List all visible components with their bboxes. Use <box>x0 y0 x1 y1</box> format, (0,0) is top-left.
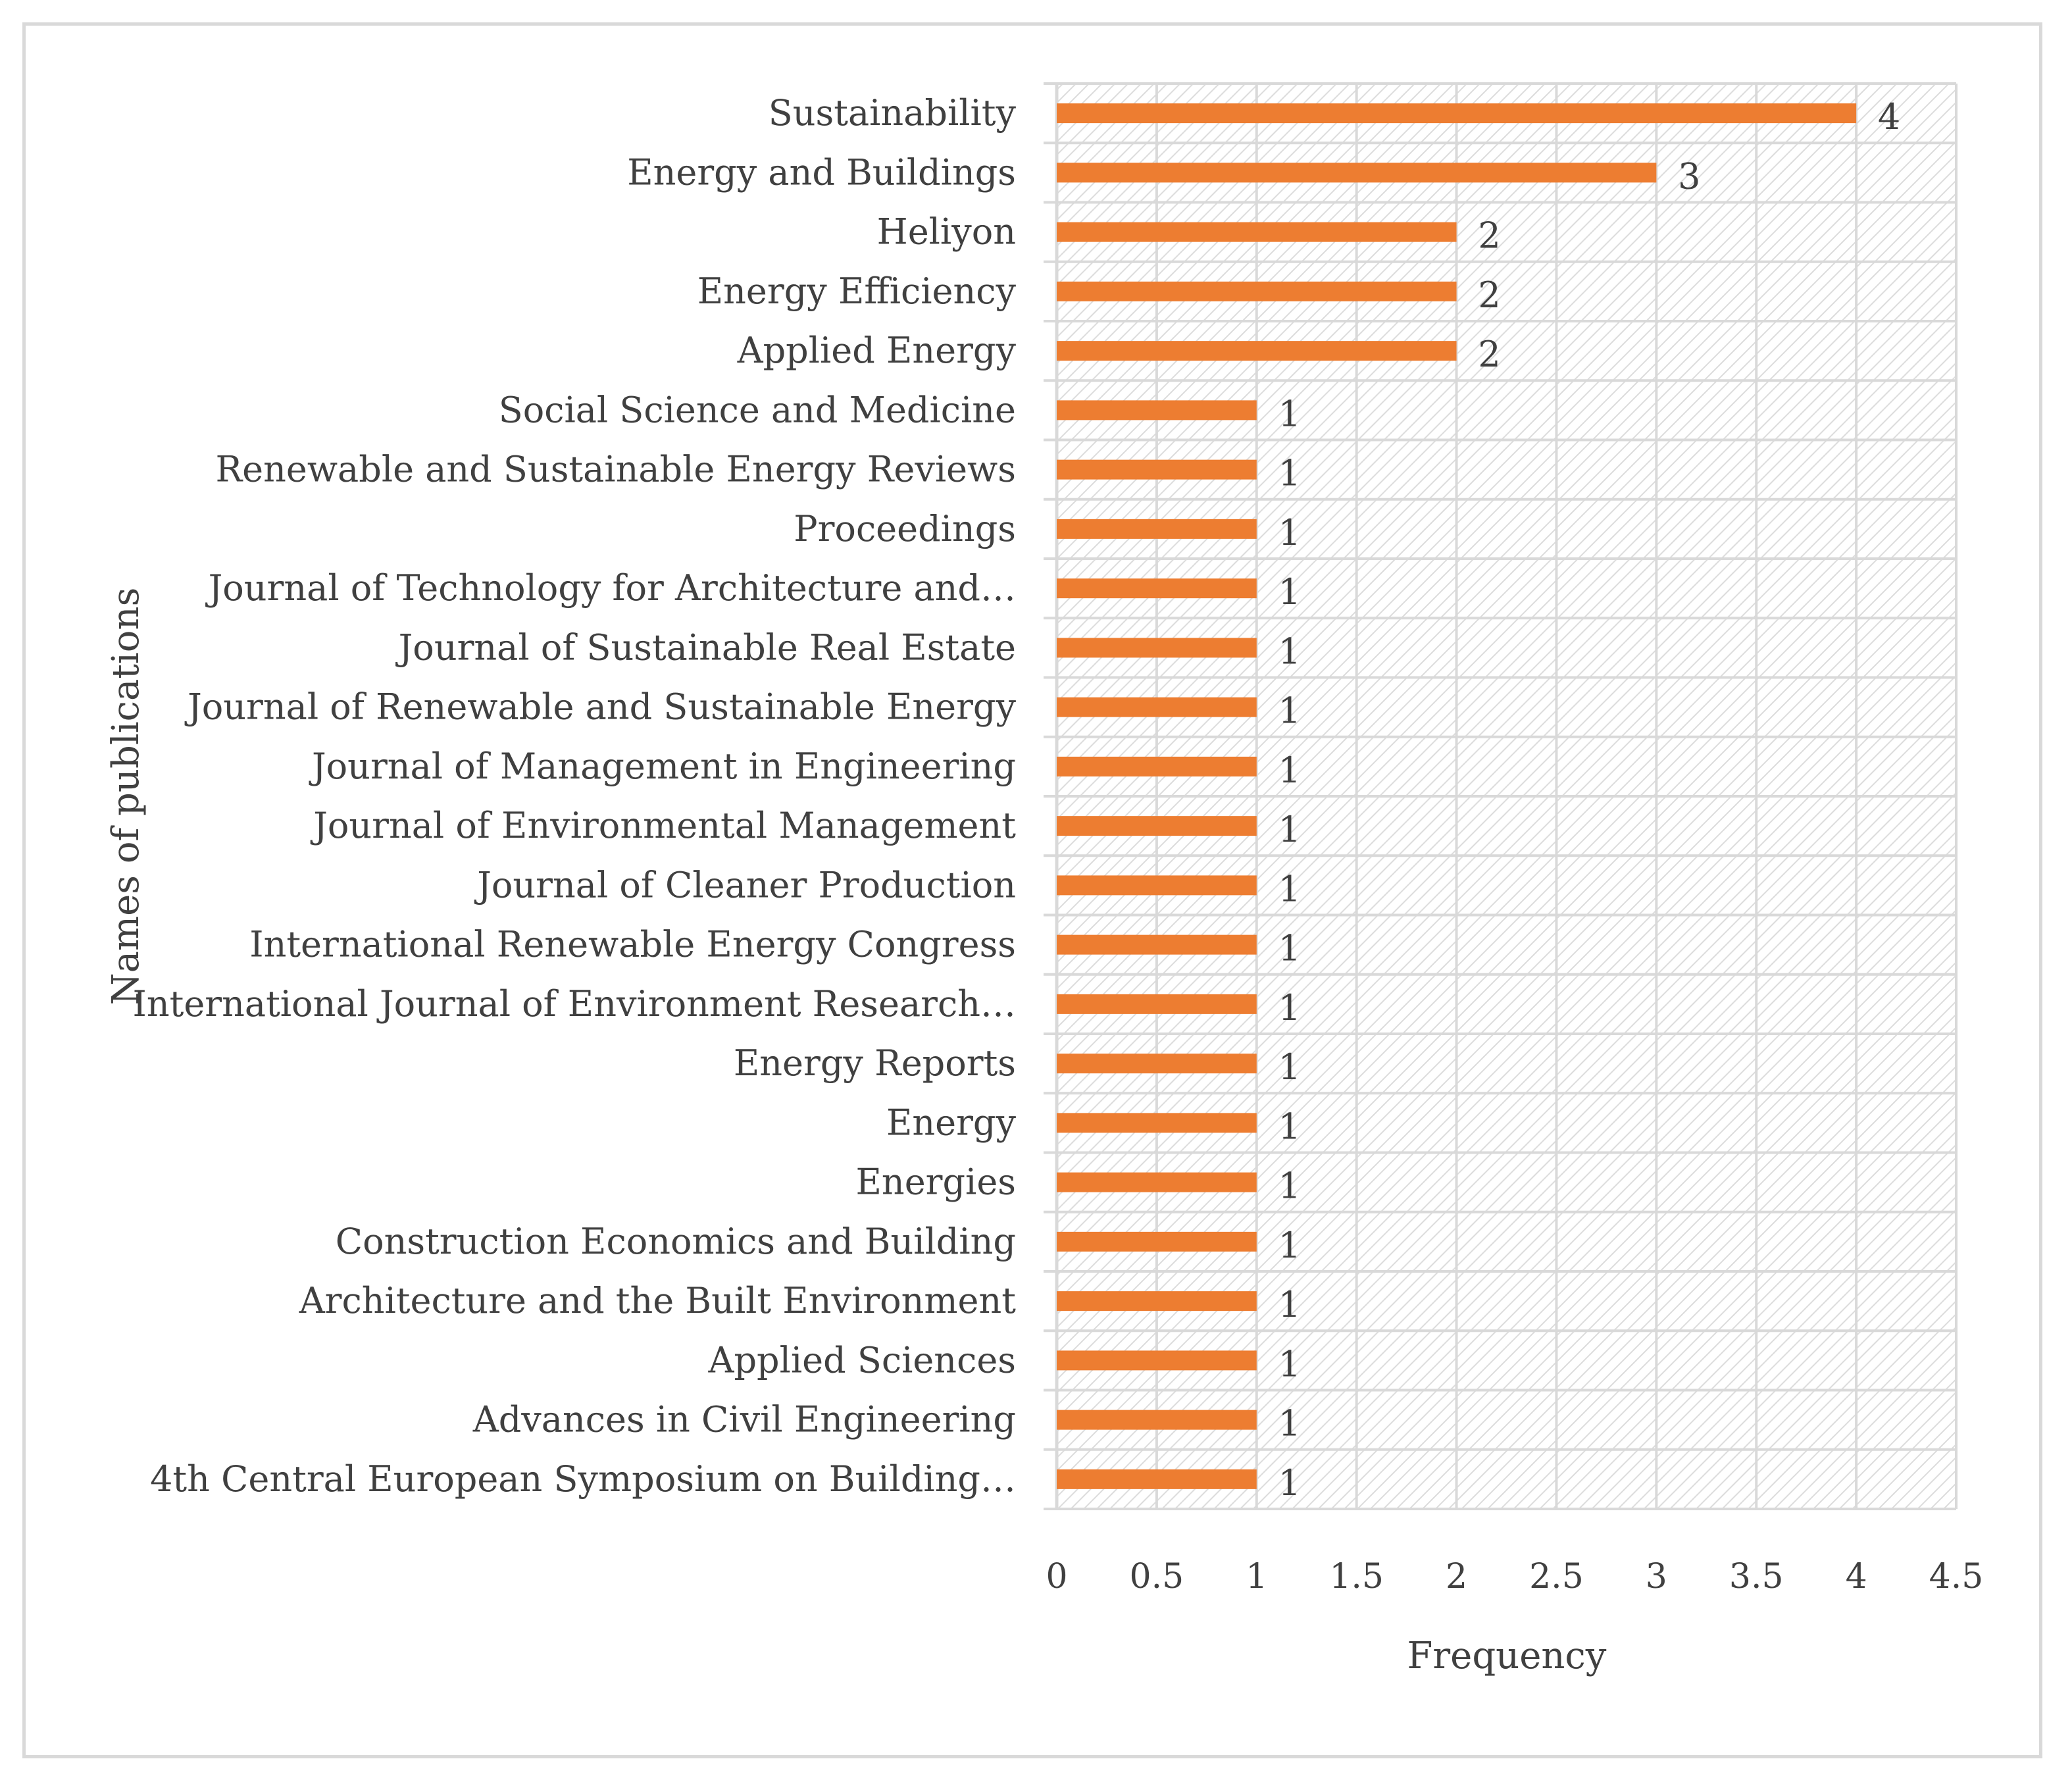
bar <box>1057 816 1257 836</box>
bar <box>1057 459 1257 480</box>
data-label: 1 <box>1278 809 1301 850</box>
data-label: 1 <box>1278 1343 1301 1385</box>
bar <box>1057 1469 1257 1489</box>
bar <box>1057 1231 1257 1252</box>
bar <box>1057 756 1257 777</box>
x-tick-label: 3.5 <box>1729 1557 1784 1596</box>
bar <box>1057 519 1257 539</box>
category-label: Energy Reports <box>734 1042 1016 1084</box>
data-label: 1 <box>1278 1165 1301 1207</box>
category-label: Advances in Civil Engineering <box>472 1399 1016 1440</box>
gridlines <box>1044 82 1958 1510</box>
x-tick-label: 2 <box>1446 1557 1467 1596</box>
x-tick-label: 4 <box>1846 1557 1867 1596</box>
category-labels: Sustainability Energy and Buildings Heliyo… <box>133 92 1017 1500</box>
data-label: 3 <box>1678 155 1700 197</box>
bar <box>1057 578 1257 599</box>
bar <box>1057 103 1857 124</box>
data-label: 1 <box>1278 1284 1301 1325</box>
x-tick-label: 3 <box>1646 1557 1667 1596</box>
data-label: 1 <box>1278 453 1301 494</box>
data-label: 1 <box>1278 1046 1301 1088</box>
bar <box>1057 1172 1257 1192</box>
category-label: Journal of Environmental Management <box>310 805 1016 846</box>
x-tick-label: 1 <box>1246 1557 1267 1596</box>
data-label: 2 <box>1478 274 1500 316</box>
bar <box>1057 222 1457 242</box>
x-axis-title: Frequency <box>1407 1635 1607 1677</box>
category-label: Energy Efficiency <box>697 270 1017 312</box>
data-label: 1 <box>1278 750 1301 791</box>
bar <box>1057 1054 1257 1074</box>
category-label: Energy and Buildings <box>627 151 1016 193</box>
bar <box>1057 638 1257 658</box>
bar <box>1057 341 1457 361</box>
category-label: Sustainability <box>769 92 1017 134</box>
bar <box>1057 697 1257 717</box>
category-label: Social Science and Medicine <box>499 389 1016 430</box>
bar <box>1057 281 1457 301</box>
bar <box>1057 1410 1257 1430</box>
category-label: Journal of Technology for Architecture a… <box>205 567 1016 609</box>
bar <box>1057 1113 1257 1133</box>
bar <box>1057 163 1657 183</box>
x-axis-ticks: 0 0.5 1 1.5 2 2.5 3 3.5 4 4.5 <box>1046 1557 1983 1596</box>
category-label: Journal of Management in Engineering <box>309 746 1016 787</box>
category-label: Architecture and the Built Environment <box>299 1280 1017 1321</box>
category-label: International Renewable Energy Congress <box>249 924 1016 965</box>
x-tick-label: 1.5 <box>1329 1557 1384 1596</box>
category-label: 4th Central European Symposium on Buildi… <box>150 1458 1016 1500</box>
data-label: 1 <box>1278 1403 1301 1444</box>
x-tick-label: 2.5 <box>1529 1557 1584 1596</box>
bar <box>1057 875 1257 896</box>
chart-frame: Sustainability Energy and Buildings Heliyo… <box>22 22 2042 1758</box>
data-label: 1 <box>1278 1462 1301 1504</box>
bars <box>1057 103 1857 1489</box>
category-label: Energies <box>856 1161 1016 1203</box>
bar <box>1057 1291 1257 1312</box>
data-label: 1 <box>1278 630 1301 672</box>
data-label: 1 <box>1278 512 1301 553</box>
category-label: Renewable and Sustainable Energy Reviews <box>215 449 1016 490</box>
category-label: Energy <box>886 1102 1017 1143</box>
data-label: 1 <box>1278 393 1301 434</box>
data-label: 1 <box>1278 928 1301 969</box>
category-label: Proceedings <box>794 508 1016 549</box>
data-labels: 4 3 2 2 2 1 1 1 1 1 1 1 1 1 1 1 1 1 1 1 1 1 1 1 <box>1278 96 1901 1504</box>
category-label: Journal of Cleaner Production <box>474 864 1016 905</box>
category-label: Heliyon <box>877 211 1016 253</box>
category-label: Journal of Sustainable Real Estate <box>395 626 1016 668</box>
data-label: 1 <box>1278 690 1301 732</box>
data-label: 1 <box>1278 868 1301 909</box>
data-label: 1 <box>1278 987 1301 1029</box>
category-label: Construction Economics and Building <box>336 1221 1016 1262</box>
category-label: Applied Sciences <box>707 1339 1016 1381</box>
bar <box>1057 994 1257 1014</box>
data-label: 1 <box>1278 571 1301 613</box>
category-label: International Journal of Environment Res… <box>133 983 1016 1025</box>
data-label: 1 <box>1278 1106 1301 1147</box>
x-tick-label: 0.5 <box>1130 1557 1184 1596</box>
bar <box>1057 934 1257 955</box>
x-tick-label: 4.5 <box>1929 1557 1984 1596</box>
bar <box>1057 400 1257 421</box>
x-tick-label: 0 <box>1046 1557 1067 1596</box>
data-label: 4 <box>1878 96 1900 138</box>
bar-chart: Sustainability Energy and Buildings Heliyo… <box>105 82 1983 1677</box>
bar <box>1057 1350 1257 1371</box>
category-label: Applied Energy <box>737 330 1017 371</box>
data-label: 2 <box>1478 215 1500 257</box>
category-label: Journal of Renewable and Sustainable Ene… <box>184 686 1016 728</box>
data-label: 1 <box>1278 1225 1301 1266</box>
data-label: 2 <box>1478 334 1500 375</box>
y-axis-title: Names of publications <box>105 588 147 1006</box>
